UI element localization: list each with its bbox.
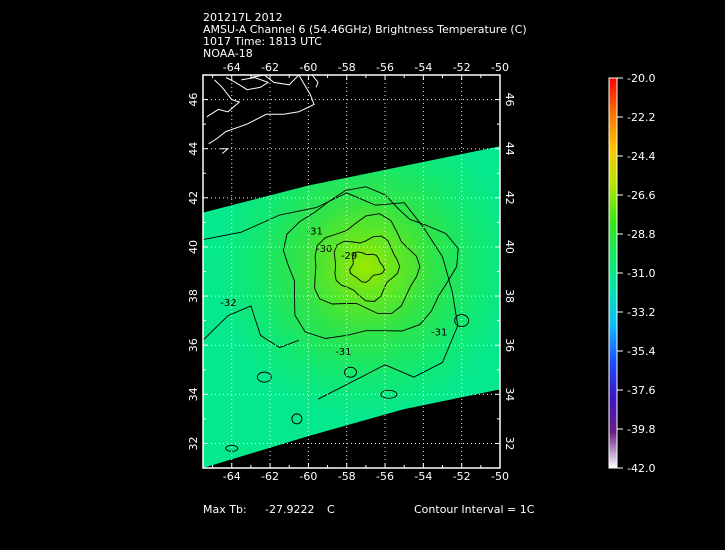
contour-island (454, 314, 470, 328)
x-tick-label-bottom: -64 (223, 470, 241, 483)
x-tick-label-top: -56 (376, 61, 394, 74)
colorbar-tick-label: -28.8 (627, 228, 655, 241)
max-tb-value: -27.9222 (265, 503, 315, 516)
contour-ring-30 (314, 213, 421, 315)
contour-island (344, 366, 357, 378)
y-tick-label-right: 32 (503, 436, 516, 450)
contour-island (380, 389, 398, 399)
y-tick-label-right: 46 (503, 93, 516, 107)
colorbar-tick-label: -42.0 (627, 462, 655, 475)
contour-label: -30 (316, 244, 332, 255)
y-tick-label-left: 46 (187, 93, 200, 107)
coastline (225, 76, 270, 91)
contour-line-32-west (203, 305, 299, 349)
max-tb-unit: C (327, 503, 335, 516)
colorbar-tick-label: -26.6 (627, 189, 655, 202)
y-tick-label-right: 36 (503, 338, 516, 352)
contour-label: -29 (341, 251, 357, 262)
contour-island (256, 371, 272, 383)
colorbar-tick-label: -22.2 (627, 111, 655, 124)
coastline (208, 75, 315, 145)
contour-label: -31 (431, 327, 447, 338)
chart-title-line-2: AMSU-A Channel 6 (54.46GHz) Brightness T… (203, 23, 527, 36)
contour-line-32 (203, 192, 459, 400)
colorbar-tick-label: -20.0 (627, 72, 655, 85)
contour-ring-29 (333, 235, 401, 302)
x-tick-label-bottom: -62 (261, 470, 279, 483)
x-tick-label-top: -50 (491, 61, 509, 74)
x-tick-label-top: -60 (299, 61, 317, 74)
y-tick-label-right: 42 (503, 191, 516, 205)
colorbar-tick-label: -35.4 (627, 345, 655, 358)
y-tick-label-left: 36 (187, 338, 200, 352)
coastline (206, 79, 241, 118)
contour-ring-31 (282, 186, 459, 339)
chart-title-line-1: 201217L 2012 (203, 11, 283, 24)
chart-title-line-4: NOAA-18 (203, 47, 253, 60)
x-tick-label-bottom: -52 (453, 470, 471, 483)
x-tick-label-top: -54 (414, 61, 432, 74)
x-tick-label-bottom: -58 (338, 470, 356, 483)
colorbar (608, 77, 618, 469)
x-tick-label-bottom: -54 (414, 470, 432, 483)
x-tick-label-bottom: -50 (491, 470, 509, 483)
y-tick-label-right: 38 (503, 289, 516, 303)
swath-fill (203, 146, 500, 468)
y-tick-label-right: 40 (503, 240, 516, 254)
y-tick-label-left: 40 (187, 240, 200, 254)
colorbar-tick-label: -37.6 (627, 384, 655, 397)
y-tick-label-right: 34 (503, 387, 516, 401)
coastline (311, 75, 319, 88)
colorbar-tick-label: -39.8 (627, 423, 655, 436)
x-tick-label-bottom: -60 (299, 470, 317, 483)
colorbar-tick-label: -24.4 (627, 150, 655, 163)
contour-label: -31 (335, 347, 351, 358)
y-tick-label-left: 32 (187, 436, 200, 450)
contour-interval: Contour Interval = 1C (414, 503, 535, 516)
y-tick-label-right: 44 (503, 142, 516, 156)
y-tick-label-left: 44 (187, 142, 200, 156)
x-tick-label-top: -62 (261, 61, 279, 74)
chart-title-line-3: 1017 Time: 1813 UTC (203, 35, 322, 48)
max-tb-label: Max Tb: (203, 503, 247, 516)
x-tick-label-top: -64 (223, 61, 241, 74)
coastline (220, 148, 230, 154)
y-tick-label-left: 38 (187, 289, 200, 303)
x-tick-label-top: -58 (338, 61, 356, 74)
contour-label: -31 (306, 227, 322, 238)
contour-ring-28 (349, 251, 385, 283)
contour-label: -32 (220, 298, 236, 309)
x-tick-label-bottom: -56 (376, 470, 394, 483)
colorbar-tick-label: -31.0 (627, 267, 655, 280)
x-tick-label-top: -52 (453, 61, 471, 74)
y-tick-label-left: 34 (187, 387, 200, 401)
y-tick-label-left: 42 (187, 191, 200, 205)
colorbar-tick-label: -33.2 (627, 306, 655, 319)
contour-island (291, 413, 303, 425)
